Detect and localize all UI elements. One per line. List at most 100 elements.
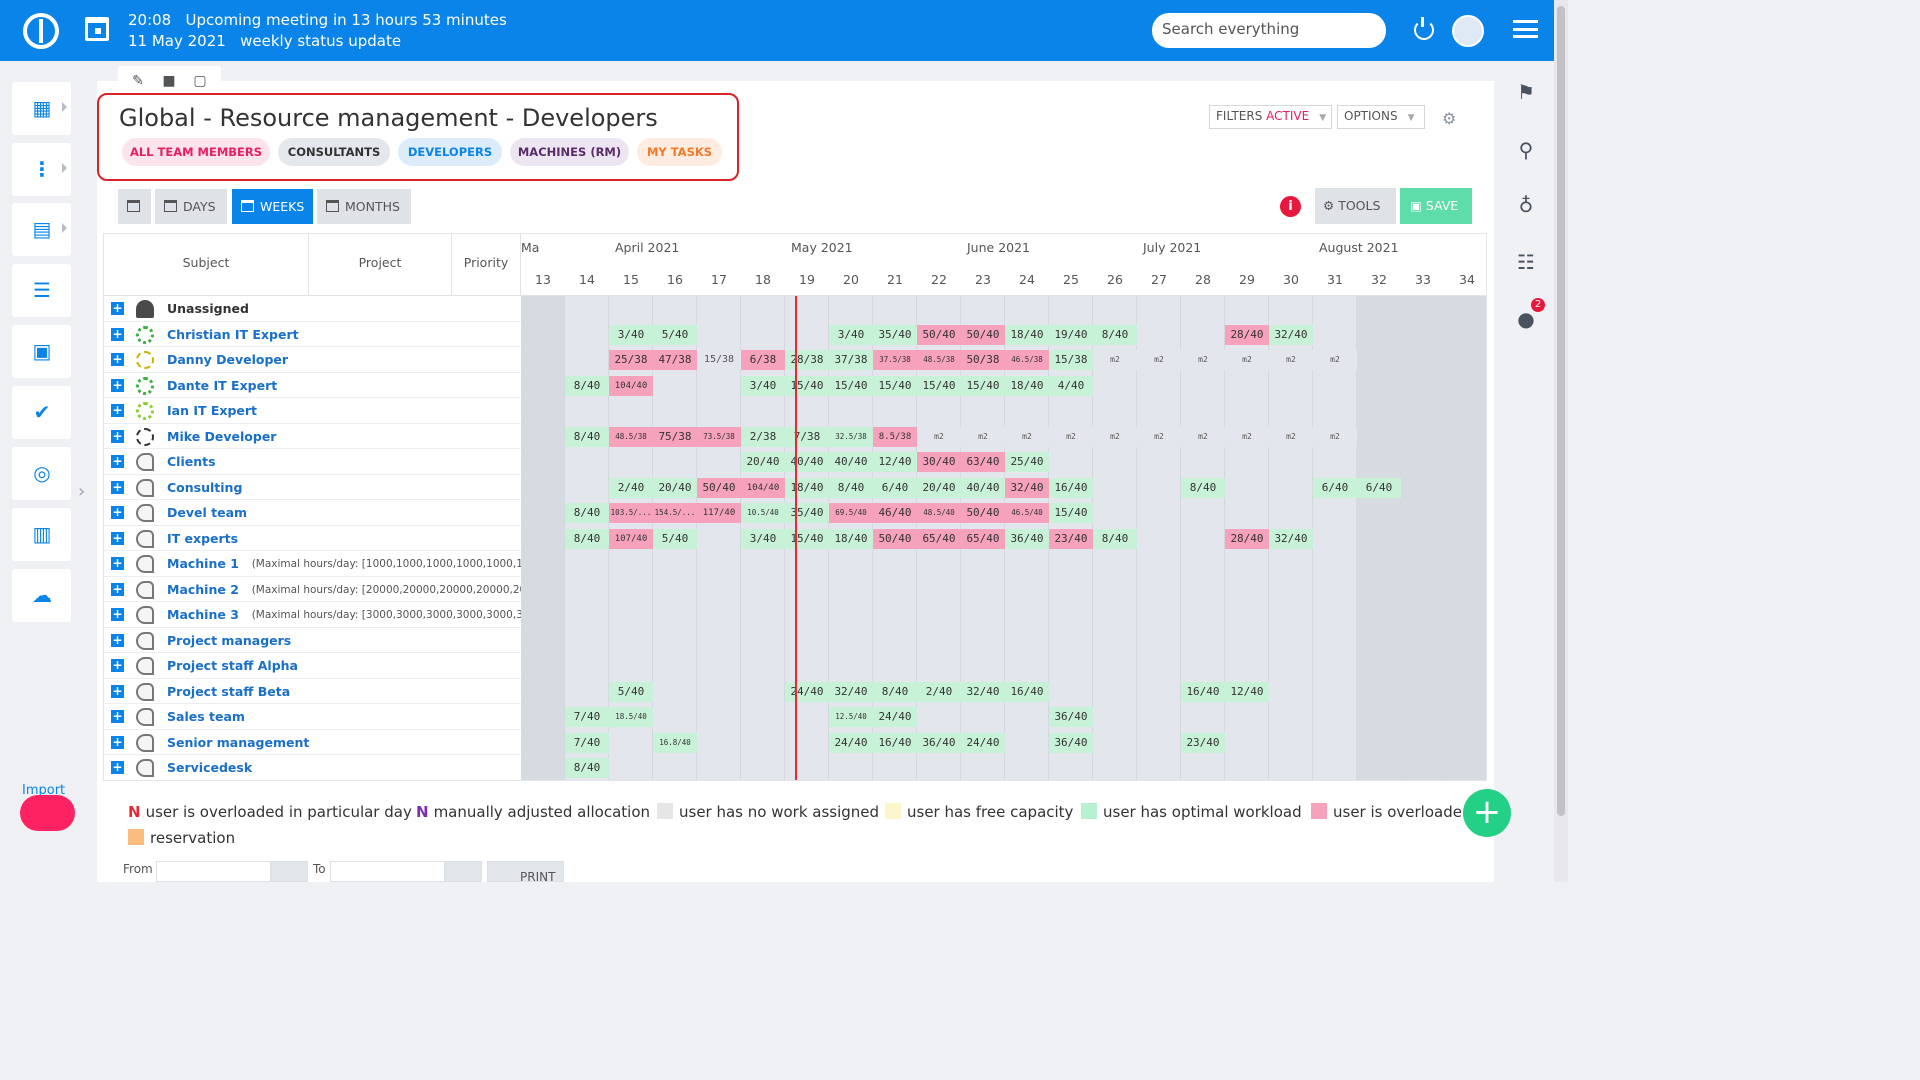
allocation-cell[interactable]: 35/40 bbox=[873, 324, 917, 345]
allocation-cell[interactable]: 15/40 bbox=[917, 375, 961, 396]
row-name[interactable]: Servicedesk bbox=[167, 760, 253, 775]
row-name[interactable]: Project staff Alpha bbox=[167, 658, 298, 673]
allocation-cell[interactable]: 15/40 bbox=[1049, 503, 1093, 523]
allocation-cell[interactable]: 46/40 bbox=[873, 503, 917, 523]
allocation-cell[interactable]: 24/40 bbox=[785, 681, 829, 702]
table-row[interactable]: + Project managers bbox=[104, 628, 521, 653]
allocation-cell[interactable]: 104/40 bbox=[609, 375, 653, 396]
menu-icon[interactable] bbox=[1513, 20, 1538, 38]
column-header-project[interactable]: Project bbox=[309, 234, 452, 296]
allocation-cell[interactable]: 48.5/38 bbox=[917, 350, 961, 370]
allocation-cell[interactable]: 5/40 bbox=[653, 324, 697, 345]
sidebar-item-projects[interactable]: ⋮ bbox=[12, 143, 71, 196]
allocation-cell[interactable]: 8/40 bbox=[565, 375, 609, 396]
allocation-cell[interactable]: 6/40 bbox=[1357, 477, 1401, 498]
table-row[interactable]: + Christian IT Expert bbox=[104, 322, 521, 347]
pencil-icon[interactable]: ✎ bbox=[132, 73, 144, 89]
allocation-cell[interactable]: 18/40 bbox=[785, 477, 829, 498]
column-header-subject[interactable]: Subject bbox=[104, 234, 309, 296]
allocation-cell[interactable]: 35/40 bbox=[785, 503, 829, 523]
tab-my-tasks[interactable]: MY TASKS bbox=[637, 138, 722, 166]
date-line[interactable]: 11 May 2021 weekly status update bbox=[128, 32, 401, 50]
allocation-cell[interactable]: 117/40 bbox=[697, 503, 741, 523]
allocation-cell[interactable]: 50/40 bbox=[961, 503, 1005, 523]
row-name[interactable]: Mike Developer bbox=[167, 428, 277, 444]
allocation-cell[interactable]: 8/40 bbox=[565, 758, 609, 778]
allocation-cell[interactable]: 32/40 bbox=[829, 681, 873, 702]
avatar[interactable] bbox=[1452, 15, 1484, 47]
row-name[interactable]: Project staff Beta bbox=[167, 683, 291, 699]
allocation-cell[interactable]: 23/40 bbox=[1181, 732, 1225, 753]
table-row[interactable]: + Servicedesk bbox=[104, 755, 521, 780]
allocation-cell[interactable]: 103.5/... bbox=[609, 503, 653, 523]
allocation-cell[interactable]: 30/40 bbox=[917, 452, 961, 472]
tab-machines[interactable]: MACHINES (RM) bbox=[510, 138, 629, 166]
meeting-line[interactable]: 20:08 Upcoming meeting in 13 hours 53 mi… bbox=[128, 11, 507, 29]
allocation-cell[interactable]: m2 bbox=[1049, 426, 1093, 447]
print-button[interactable]: PRINT bbox=[487, 861, 564, 884]
allocation-cell[interactable]: 16/40 bbox=[1049, 477, 1093, 498]
allocation-cell[interactable]: 50/38 bbox=[961, 350, 1005, 370]
table-row[interactable]: + Project staff Beta bbox=[104, 679, 521, 704]
expand-icon[interactable]: + bbox=[111, 658, 124, 672]
table-row[interactable]: + Mike Developer bbox=[104, 424, 521, 449]
allocation-cell[interactable]: 8/40 bbox=[873, 681, 917, 702]
allocation-cell[interactable]: 46.5/38 bbox=[1005, 350, 1049, 370]
allocation-cell[interactable]: 18/40 bbox=[1005, 375, 1049, 396]
allocation-cell[interactable]: 6/40 bbox=[873, 477, 917, 498]
trash-icon[interactable]: ■ bbox=[162, 73, 176, 89]
table-row[interactable]: + Devel team bbox=[104, 500, 521, 526]
app-logo-icon[interactable] bbox=[23, 13, 59, 49]
expand-icon[interactable]: + bbox=[111, 479, 124, 494]
sidebar-item-dashboard[interactable]: ▦ bbox=[12, 82, 71, 135]
allocation-cell[interactable]: m2 bbox=[1093, 426, 1137, 447]
import-label[interactable]: Import bbox=[22, 783, 66, 798]
allocation-cell[interactable]: m2 bbox=[1313, 426, 1357, 447]
allocation-cell[interactable]: 15/40 bbox=[961, 375, 1005, 396]
allocation-cell[interactable]: 15/40 bbox=[873, 375, 917, 396]
expand-icon[interactable]: + bbox=[111, 301, 124, 315]
import-button[interactable] bbox=[20, 795, 75, 831]
allocation-cell[interactable]: 32/40 bbox=[1269, 324, 1313, 345]
table-row[interactable]: + Machine 1 (Maximal hours/day: [1000,1000… bbox=[104, 551, 543, 577]
info-icon[interactable]: i bbox=[1280, 196, 1301, 217]
search-input[interactable]: Search everything bbox=[1152, 13, 1386, 48]
allocation-cell[interactable]: 3/40 bbox=[741, 375, 785, 396]
allocation-cell[interactable]: 8/40 bbox=[1181, 477, 1225, 498]
allocation-cell[interactable]: 8/40 bbox=[1093, 528, 1137, 549]
allocation-cell[interactable]: 5/40 bbox=[653, 528, 697, 549]
sidebar-item-security[interactable]: ▣ bbox=[12, 325, 71, 378]
allocation-cell[interactable]: 32/40 bbox=[1269, 528, 1313, 549]
expand-icon[interactable]: + bbox=[111, 632, 124, 647]
allocation-cell[interactable]: m2 bbox=[1137, 426, 1181, 447]
allocation-cell[interactable]: m2 bbox=[1181, 426, 1225, 447]
allocation-cell[interactable]: 23/40 bbox=[1049, 528, 1093, 549]
allocation-cell[interactable]: 50/40 bbox=[961, 324, 1005, 345]
table-row[interactable]: + Ian IT Expert bbox=[104, 398, 521, 424]
allocation-cell[interactable]: 2/38 bbox=[741, 426, 785, 447]
allocation-cell[interactable]: 3/40 bbox=[609, 324, 653, 345]
allocation-cell[interactable]: 36/40 bbox=[1049, 707, 1093, 727]
allocation-cell[interactable]: 28/38 bbox=[785, 350, 829, 370]
allocation-cell[interactable]: 50/40 bbox=[873, 528, 917, 549]
allocation-cell[interactable]: 37.5/38 bbox=[873, 350, 917, 370]
allocation-cell[interactable]: m2 bbox=[1269, 426, 1313, 447]
task-list-icon[interactable]: ☷ bbox=[1517, 250, 1535, 274]
expand-icon[interactable]: + bbox=[111, 581, 124, 596]
options-dropdown[interactable]: OPTIONS ▼ bbox=[1337, 105, 1425, 129]
sidebar-toggle-icon[interactable]: › bbox=[78, 481, 86, 502]
months-button[interactable]: MONTHS bbox=[317, 189, 411, 224]
allocation-cell[interactable]: 24/40 bbox=[873, 707, 917, 727]
allocation-cell[interactable]: 3/40 bbox=[829, 324, 873, 345]
allocation-cell[interactable]: 15/38 bbox=[697, 350, 741, 370]
allocation-cell[interactable]: 18/40 bbox=[1005, 324, 1049, 345]
allocation-cell[interactable]: 65/40 bbox=[917, 528, 961, 549]
allocation-cell[interactable]: 16.8/40 bbox=[653, 732, 697, 753]
allocation-cell[interactable]: 50/40 bbox=[697, 477, 741, 498]
allocation-cell[interactable]: 6/40 bbox=[1313, 477, 1357, 498]
allocation-cell[interactable]: 4/40 bbox=[1049, 375, 1093, 396]
allocation-cell[interactable]: 36/40 bbox=[917, 732, 961, 753]
to-calendar-button[interactable] bbox=[445, 861, 482, 882]
allocation-cell[interactable]: 8/40 bbox=[829, 477, 873, 498]
allocation-cell[interactable]: 7/40 bbox=[565, 707, 609, 727]
